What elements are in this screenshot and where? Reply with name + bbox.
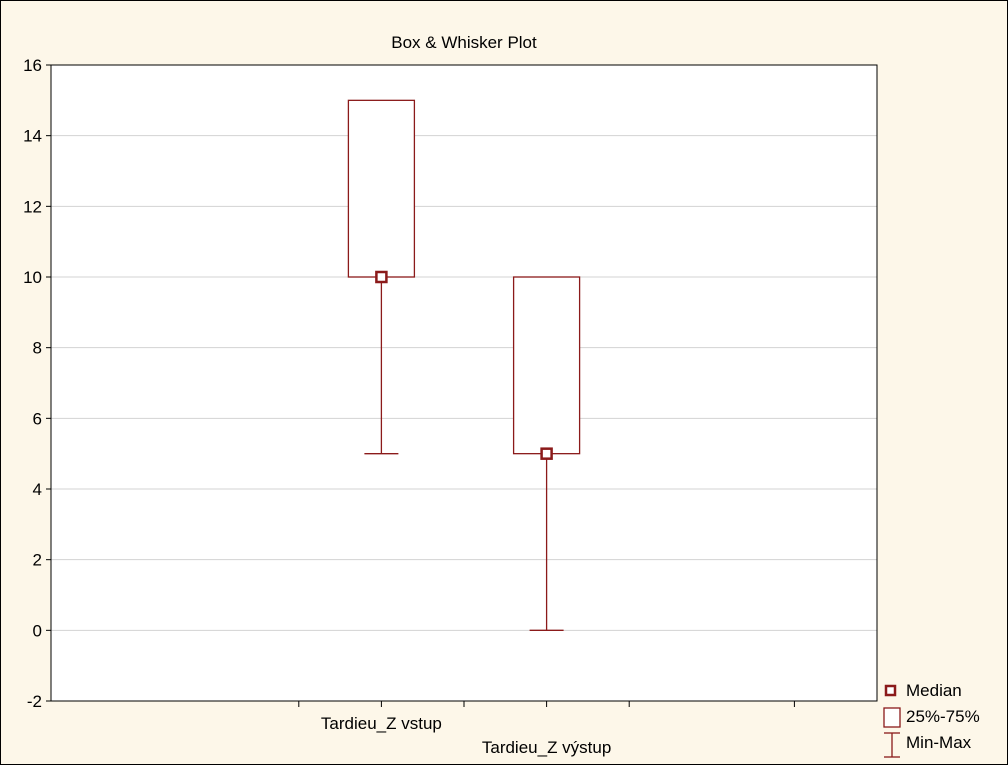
plot-border bbox=[50, 64, 878, 702]
x-tick-label: Tardieu_Z vstup bbox=[321, 714, 442, 733]
box-icon bbox=[883, 707, 901, 728]
y-tick-label: 4 bbox=[33, 480, 42, 499]
y-tick-label: 12 bbox=[23, 197, 42, 216]
y-tick-label: 6 bbox=[33, 409, 42, 428]
chart-title: Box & Whisker Plot bbox=[391, 33, 537, 52]
y-tick-label: 16 bbox=[23, 56, 42, 75]
box-iqr bbox=[347, 99, 416, 278]
plot-area bbox=[51, 65, 877, 701]
y-tick-label: 8 bbox=[33, 339, 42, 358]
y-tick-label: 14 bbox=[23, 127, 42, 146]
median-marker bbox=[375, 270, 388, 284]
box-iqr bbox=[512, 276, 581, 455]
y-tick-label: -2 bbox=[27, 692, 42, 711]
y-tick-label: 0 bbox=[33, 621, 42, 640]
legend-label-whisker: Min-Max bbox=[906, 733, 972, 752]
legend-label-box: 25%-75% bbox=[906, 707, 980, 726]
y-tick-label: 2 bbox=[33, 551, 42, 570]
x-tick-label: Tardieu_Z výstup bbox=[482, 738, 611, 757]
y-tick-label: 10 bbox=[23, 268, 42, 287]
median-square-icon bbox=[884, 684, 897, 697]
median-marker bbox=[540, 447, 553, 460]
legend-label-median: Median bbox=[906, 681, 962, 700]
